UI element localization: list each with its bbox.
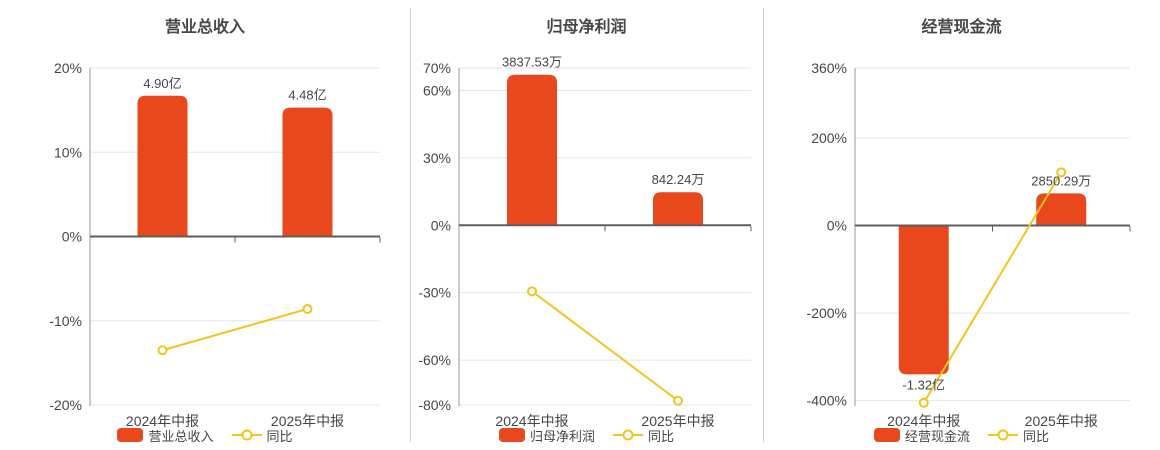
- yoy-line: [531, 290, 679, 402]
- line-swatch-icon: [988, 429, 1018, 441]
- y-tick-label: 200%: [811, 130, 847, 146]
- x-axis-label-2024年中报: 2024年中报: [887, 413, 961, 429]
- bar-value-label: 2850.29万: [1031, 173, 1091, 188]
- bar-2024年中报[interactable]: [507, 74, 557, 226]
- gridlines: [90, 67, 380, 406]
- cash-flow-legend: 经营现金流 同比: [763, 426, 1160, 444]
- net-profit-chart-panel: 归母净利润 70% 60% 30% 0% -30% -60% -80% 3837.53万 842…: [410, 0, 763, 450]
- y-tick-label: 0%: [431, 217, 451, 233]
- legend-label: 同比: [1023, 428, 1050, 444]
- y-tick-label: -20%: [49, 397, 82, 413]
- line-marker-icon: [241, 429, 252, 441]
- line-swatch-icon: [231, 429, 262, 441]
- yoy-marker-2024年中报[interactable]: [157, 345, 168, 356]
- y-tick-label: -30%: [418, 285, 451, 301]
- yoy-line: [162, 307, 308, 352]
- y-tick-label: -60%: [418, 352, 451, 368]
- bar-value-label: 3837.53万: [502, 55, 562, 70]
- y-axis-labels: 20% 10% 0% -10% -20%: [49, 60, 82, 413]
- y-tick-label: 0%: [62, 229, 82, 245]
- net-profit-plot: 70% 60% 30% 0% -30% -60% -80% 3837.53万 842.24万: [418, 55, 752, 413]
- revenue-chart-title: 营业总收入: [164, 19, 245, 36]
- yoy-marker-2024年中报[interactable]: [918, 397, 929, 408]
- line-marker-icon: [622, 429, 634, 441]
- y-tick-label: 0%: [827, 218, 847, 234]
- net-profit-legend: 归母净利润 同比: [410, 426, 763, 444]
- x-axis-label-2024年中报: 2024年中报: [495, 413, 569, 429]
- revenue-chart-panel: 营业总收入 20% 10% 0% -10% -20% 4.90亿 4.48亿 2024年中报…: [0, 0, 410, 450]
- x-axis-label-2025年中报: 2025年中报: [270, 413, 345, 429]
- revenue-legend: 营业总收入 同比: [0, 426, 410, 444]
- bar-value-label: 842.24万: [652, 172, 705, 187]
- net-profit-chart-title: 归母净利润: [546, 19, 627, 36]
- bar-swatch-icon: [498, 428, 525, 442]
- y-axis-labels: 360% 200% 0% -200% -400%: [807, 60, 847, 409]
- legend-item-同比[interactable]: 同比: [988, 426, 1049, 445]
- x-axis-label-2025年中报: 2025年中报: [641, 413, 715, 429]
- y-tick-label: 60%: [423, 82, 451, 98]
- y-tick-label: -10%: [49, 313, 82, 329]
- legend-item-经营现金流[interactable]: 经营现金流: [873, 426, 970, 445]
- legend-item-同比[interactable]: 同比: [613, 426, 674, 445]
- bar-2025年中报[interactable]: [282, 107, 333, 237]
- legend-label: 营业总收入: [148, 428, 214, 444]
- bar-swatch-icon: [873, 428, 900, 442]
- x-axis-label-2025年中报: 2025年中报: [1024, 413, 1098, 429]
- line-marker-icon: [997, 429, 1009, 441]
- y-tick-label: 20%: [54, 60, 82, 76]
- bar-value-label: 4.48亿: [288, 88, 326, 103]
- legend-item-营业总收入[interactable]: 营业总收入: [117, 426, 214, 445]
- yoy-marker-2024年中报[interactable]: [527, 286, 537, 297]
- legend-label: 归母净利润: [529, 428, 595, 444]
- y-tick-label: -200%: [807, 305, 847, 321]
- gridlines: [459, 67, 751, 406]
- y-axis-labels: 70% 60% 30% 0% -30% -60% -80%: [418, 60, 451, 413]
- y-tick-label: 70%: [423, 60, 451, 76]
- bar-2025年中报[interactable]: [1036, 193, 1087, 226]
- bar-value-label: -1.32亿: [902, 377, 945, 392]
- cash-flow-chart-panel: 经营现金流 360% 200% 0% -200% -400% -1.32亿 2850.29万…: [763, 0, 1160, 450]
- legend-item-归母净利润[interactable]: 归母净利润: [498, 426, 595, 445]
- x-axis-label-2024年中报: 2024年中报: [125, 413, 200, 429]
- y-tick-label: 360%: [811, 60, 847, 76]
- bar-value-label: 4.90亿: [143, 76, 181, 91]
- legend-label: 同比: [266, 428, 293, 444]
- y-tick-label: 30%: [423, 150, 451, 166]
- y-tick-label: 10%: [54, 144, 82, 160]
- revenue-plot: 20% 10% 0% -10% -20% 4.90亿 4.48亿: [49, 60, 381, 413]
- cash-flow-chart-title: 经营现金流: [921, 19, 1002, 36]
- yoy-line: [922, 171, 1063, 404]
- bar-2024年中报[interactable]: [137, 95, 188, 237]
- cash-flow-plot: 360% 200% 0% -200% -400% -1.32亿 2850.29万: [807, 60, 1131, 409]
- y-tick-label: -400%: [807, 393, 847, 409]
- yoy-marker-2025年中报[interactable]: [673, 395, 683, 406]
- gridlines: [855, 67, 1130, 402]
- panel-divider: [763, 8, 764, 442]
- bar-2025年中报[interactable]: [653, 192, 703, 226]
- legend-item-同比[interactable]: 同比: [231, 426, 293, 445]
- yoy-marker-2025年中报[interactable]: [302, 303, 313, 314]
- y-tick-label: -80%: [418, 397, 451, 413]
- yoy-marker-2025年中报[interactable]: [1056, 167, 1067, 178]
- line-swatch-icon: [613, 429, 643, 441]
- bar-2024年中报[interactable]: [898, 225, 949, 375]
- bar-swatch-icon: [117, 428, 144, 442]
- legend-label: 同比: [648, 428, 675, 444]
- panel-divider: [410, 8, 411, 442]
- legend-label: 经营现金流: [904, 428, 970, 444]
